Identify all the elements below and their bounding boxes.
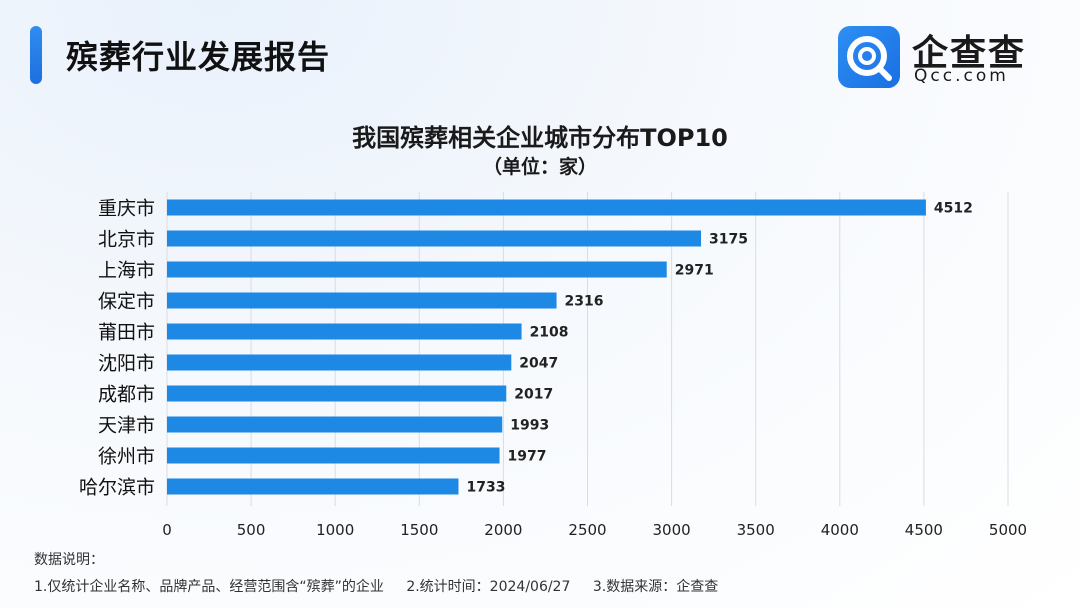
data-label: 2108 bbox=[530, 325, 569, 341]
notes-title: 数据说明： bbox=[34, 552, 104, 568]
bar bbox=[167, 199, 926, 216]
bar bbox=[167, 478, 459, 495]
page-title: 殡葬行业发展报告 bbox=[66, 38, 331, 76]
data-label: 1733 bbox=[466, 480, 505, 496]
bar bbox=[167, 385, 507, 402]
data-label: 2017 bbox=[514, 387, 553, 403]
bar bbox=[167, 416, 503, 433]
x-tick-label: 2500 bbox=[568, 521, 606, 539]
chart-title: 我国殡葬相关企业城市分布TOP10 bbox=[352, 124, 728, 152]
data-label: 2971 bbox=[675, 263, 714, 279]
note-item: 1.仅统计企业名称、品牌产品、经营范围含“殡葬”的企业 bbox=[34, 579, 384, 595]
x-tick-label: 500 bbox=[237, 521, 266, 539]
logo-text-cn: 企查查 bbox=[912, 33, 1027, 74]
data-label: 3175 bbox=[709, 232, 748, 248]
data-label: 1977 bbox=[508, 449, 547, 465]
bar bbox=[167, 354, 512, 371]
logo-text-en: Qcc.com bbox=[914, 66, 1009, 86]
category-label: 北京市 bbox=[98, 229, 155, 251]
chart-subtitle: （单位：家） bbox=[482, 156, 597, 178]
data-label: 2316 bbox=[565, 294, 604, 310]
category-label: 上海市 bbox=[98, 260, 155, 282]
category-label: 莆田市 bbox=[98, 322, 155, 344]
note-item: 3.数据来源：企查查 bbox=[592, 579, 719, 595]
x-tick-label: 3500 bbox=[737, 521, 775, 539]
qcc-logo[interactable]: 企查查 Qcc.com bbox=[838, 26, 1048, 88]
x-tick-label: 0 bbox=[162, 521, 172, 539]
x-tick-label: 1500 bbox=[400, 521, 438, 539]
category-label: 保定市 bbox=[98, 291, 155, 313]
x-tick-label: 4000 bbox=[821, 521, 859, 539]
bar bbox=[167, 447, 500, 464]
note-item: 2.统计时间：2024/06/27 bbox=[406, 579, 571, 595]
category-label: 沈阳市 bbox=[98, 353, 155, 375]
bar bbox=[167, 292, 557, 309]
x-tick-label: 3000 bbox=[653, 521, 691, 539]
header-accent-bar bbox=[30, 26, 42, 84]
bar bbox=[167, 261, 667, 278]
category-label: 哈尔滨市 bbox=[79, 477, 155, 499]
x-tick-label: 2000 bbox=[484, 521, 522, 539]
category-label: 徐州市 bbox=[98, 446, 155, 468]
x-tick-label: 4500 bbox=[905, 521, 943, 539]
data-label: 2047 bbox=[519, 356, 558, 372]
data-label: 4512 bbox=[934, 201, 973, 217]
category-label: 重庆市 bbox=[98, 198, 155, 220]
bar bbox=[167, 230, 702, 247]
x-tick-label: 5000 bbox=[989, 521, 1027, 539]
bar bbox=[167, 323, 522, 340]
category-label: 天津市 bbox=[98, 415, 155, 437]
category-label: 成都市 bbox=[98, 384, 155, 406]
qcc-logo-icon bbox=[838, 26, 900, 88]
x-tick-label: 1000 bbox=[316, 521, 354, 539]
data-label: 1993 bbox=[510, 418, 549, 434]
notes-line: 1.仅统计企业名称、品牌产品、经营范围含“殡葬”的企业 2.统计时间：2024/… bbox=[34, 576, 736, 596]
